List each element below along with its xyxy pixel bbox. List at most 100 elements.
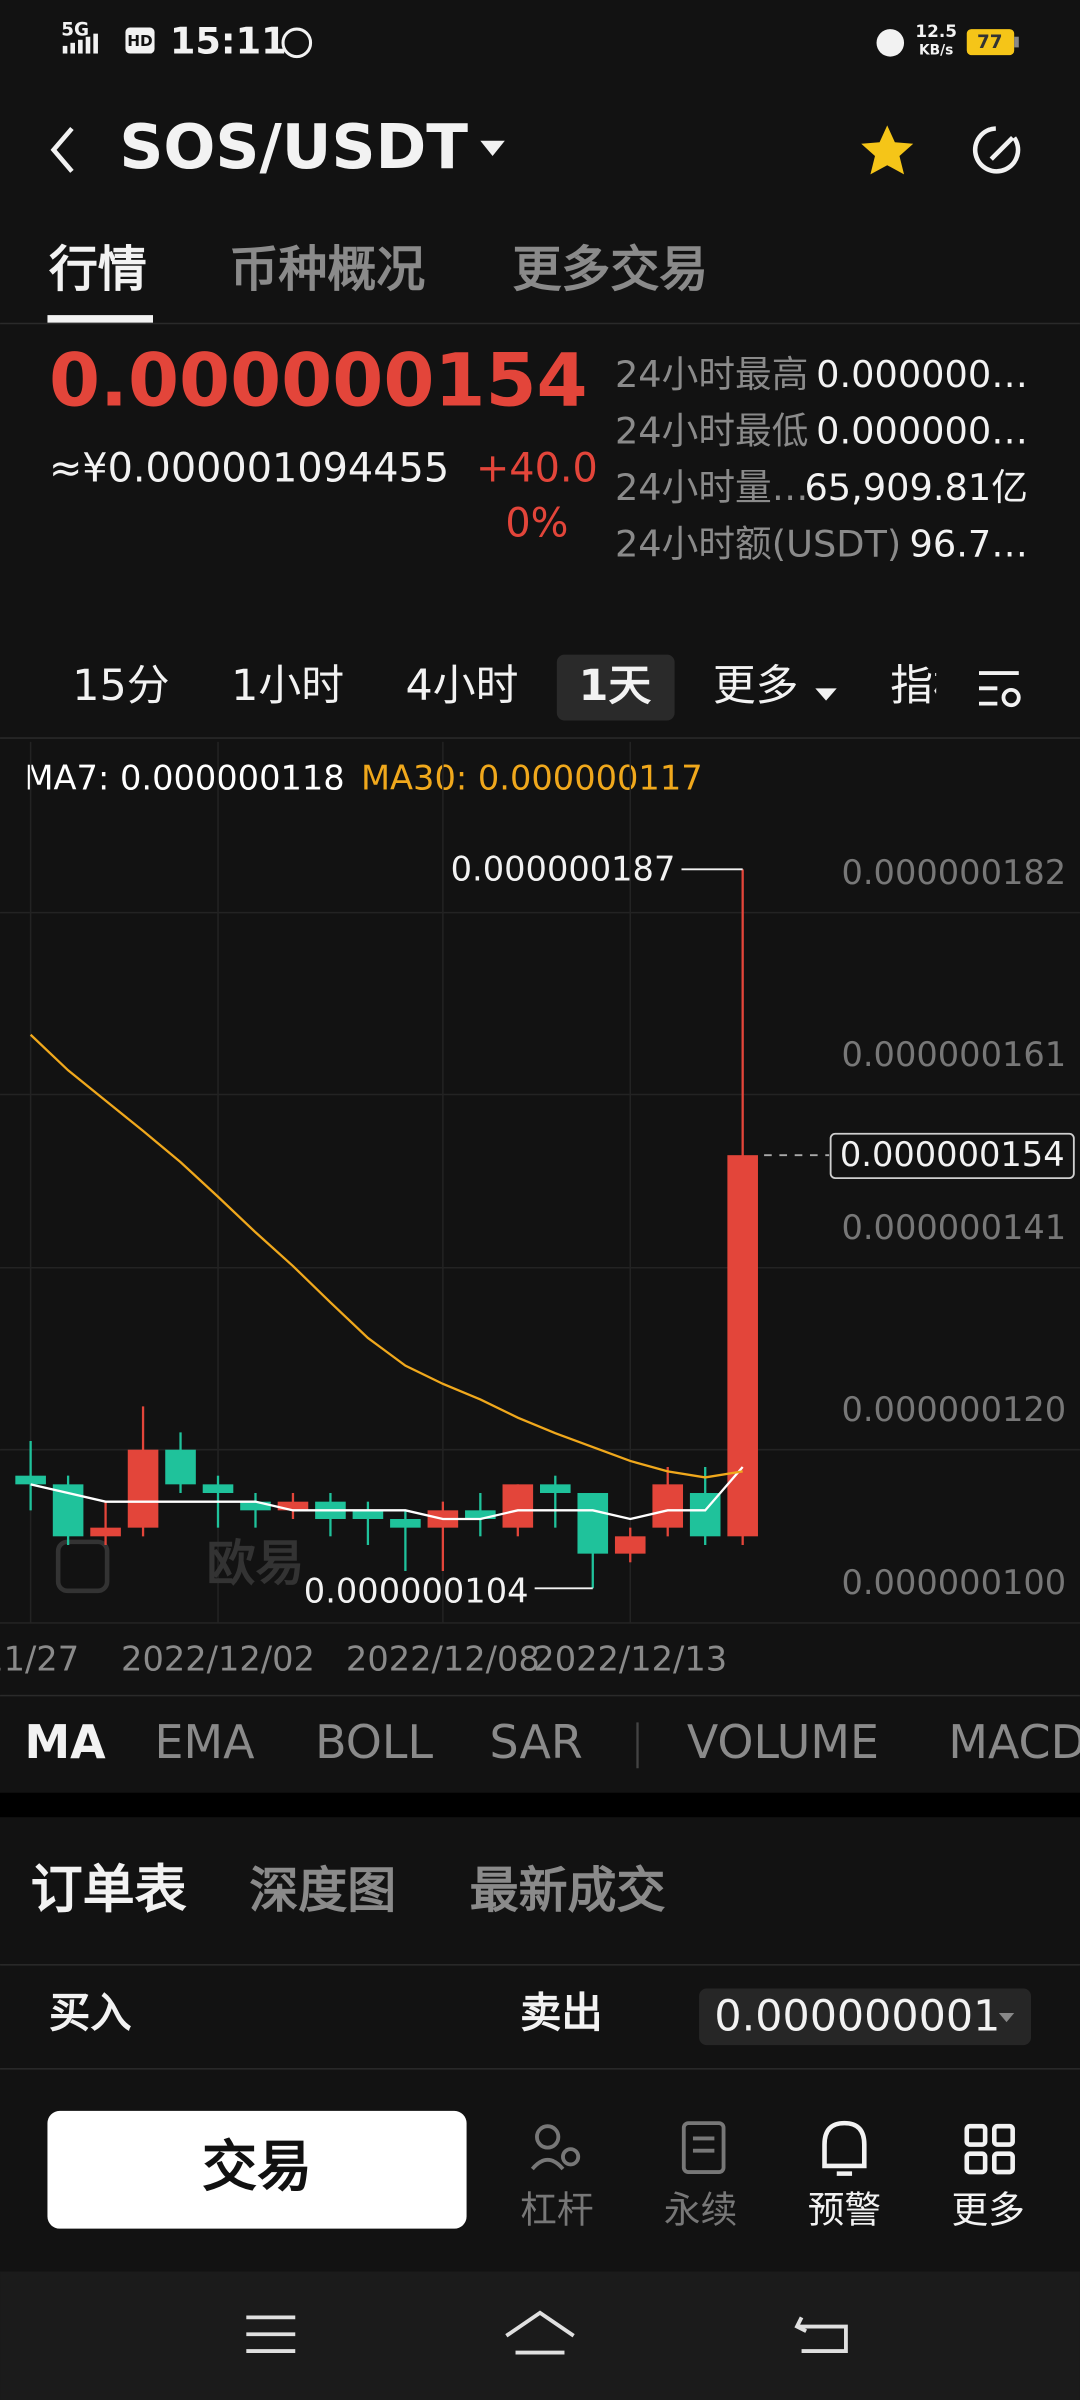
- speed: 12.5: [915, 21, 956, 41]
- trade-button[interactable]: [47, 2110, 467, 2229]
- nav-icons: [530, 2121, 726, 2174]
- share-icon[interactable]: [972, 126, 1021, 174]
- nav-item[interactable]: 更多: [951, 2188, 1024, 2231]
- separator: [636, 1722, 639, 1769]
- nav-icons-active: [822, 2120, 1015, 2176]
- clock: 15:11: [170, 19, 287, 62]
- indicator[interactable]: MACD: [948, 1715, 1080, 1769]
- indicator[interactable]: SAR: [490, 1715, 583, 1769]
- stat-value: 96.7…: [910, 523, 1028, 566]
- back-button[interactable]: [50, 126, 74, 173]
- signal-icon: [62, 33, 98, 54]
- tab-indicator: [47, 315, 154, 323]
- pair-dropdown[interactable]: [480, 140, 505, 157]
- precision-arrow: [998, 2013, 1015, 2023]
- candle-body: [127, 1449, 159, 1528]
- stat-value: 0.000000…: [816, 409, 1028, 452]
- pair-title[interactable]: SOS/USDT: [119, 112, 468, 183]
- last-price-label: 0.000000154: [840, 1135, 1065, 1174]
- stat-label: 24小时量…: [615, 466, 809, 509]
- battery-tip: [1014, 36, 1019, 48]
- tab[interactable]: 更多交易: [512, 241, 708, 298]
- book-tab[interactable]: 订单表: [31, 1861, 187, 1921]
- divider: [0, 1964, 1080, 1966]
- candle-body: [277, 1501, 309, 1511]
- battery: [966, 29, 1015, 56]
- nav-item[interactable]: 预警: [808, 2188, 881, 2231]
- candle-body: [502, 1484, 534, 1528]
- change: +40.0: [476, 446, 598, 492]
- stat-value: 65,909.81亿: [804, 466, 1027, 509]
- x-tick-label: 2022/12/02: [121, 1640, 315, 1679]
- data-icon: [281, 27, 313, 59]
- interval-selected: [556, 654, 675, 721]
- more-arrow: [815, 688, 837, 701]
- indicator[interactable]: MA: [25, 1715, 107, 1769]
- candle-body: [202, 1484, 234, 1494]
- network: 5G: [61, 20, 89, 41]
- stats: 24小时最高 0.000000…24小时最低 0.000000…24小时量…65,9…: [615, 353, 1028, 566]
- interval[interactable]: 1小时: [231, 661, 344, 711]
- share-arrow: [989, 136, 1015, 161]
- y-tick-label: 0.000000120: [841, 1390, 1066, 1429]
- battery-level: 77: [977, 32, 1003, 53]
- candle-body: [652, 1484, 684, 1528]
- watermark-logo: [55, 1539, 110, 1594]
- ma-line: [30, 1466, 744, 1521]
- interval[interactable]: 1天: [579, 661, 652, 711]
- precision-select[interactable]: [699, 1988, 1032, 2046]
- divider: [0, 2068, 1080, 2070]
- last-price: 0.000000154: [49, 338, 588, 423]
- favorite-star[interactable]: [861, 125, 914, 175]
- x-tick-label: 11/27: [0, 1640, 79, 1679]
- stat-label: 24小时额(USDT): [615, 523, 901, 566]
- status-bar: 5G HD 15:11 12.5 KB/s 77: [61, 19, 1019, 62]
- ma-line: [29, 1033, 743, 1479]
- divider: [0, 322, 1080, 325]
- low-label: 0.000000104: [304, 1571, 529, 1610]
- hd-badge: [125, 27, 155, 54]
- fade: [936, 654, 986, 722]
- stat-value: 0.000000…: [816, 353, 1028, 396]
- stat-label: 24小时最低: [615, 409, 809, 452]
- stat-label: 24小时最高: [615, 353, 809, 396]
- interval[interactable]: 4小时: [406, 661, 519, 711]
- last-price-box: [829, 1132, 1075, 1180]
- change: 0%: [505, 501, 568, 547]
- trade-label: 交易: [202, 2135, 312, 2199]
- candle-body: [15, 1475, 46, 1485]
- indicator[interactable]: EMA: [155, 1715, 255, 1769]
- cny-price: ≈¥0.000001094455: [49, 446, 449, 492]
- system-nav-icons[interactable]: [246, 2310, 848, 2355]
- tab[interactable]: 行情: [49, 241, 147, 298]
- interval[interactable]: 15分: [72, 661, 169, 711]
- y-tick-label: 0.000000161: [841, 1035, 1066, 1074]
- y-tick-label: 0.000000141: [841, 1208, 1066, 1247]
- ma-legend: MA7: 0.000000118: [25, 759, 345, 798]
- system-nav: [0, 2271, 1080, 2400]
- ma-legend: MA30: 0.000000117: [361, 759, 703, 798]
- indicator[interactable]: VOLUME: [687, 1715, 879, 1769]
- nav-item[interactable]: 永续: [664, 2188, 737, 2231]
- nav-item[interactable]: 杠杆: [520, 2188, 593, 2231]
- hd: HD: [127, 32, 152, 50]
- y-tick-label: 0.000000182: [841, 853, 1066, 892]
- watermark: 欧易: [207, 1535, 305, 1592]
- settings-icon[interactable]: [979, 671, 1021, 708]
- book-tab[interactable]: 最新成交: [470, 1862, 666, 1919]
- book-tab[interactable]: 深度图: [249, 1862, 396, 1919]
- candle-body: [577, 1493, 609, 1554]
- alarm-icon: [876, 29, 905, 57]
- candle-body: [390, 1518, 421, 1528]
- precision: 0.000000001: [714, 1992, 1000, 2042]
- buy-header: 买入: [49, 1989, 132, 2037]
- divider: [0, 737, 1080, 739]
- tab[interactable]: 币种概况: [229, 241, 425, 298]
- candle-body: [90, 1527, 121, 1537]
- candle-body: [352, 1510, 384, 1519]
- candle-body: [614, 1536, 646, 1554]
- interval[interactable]: 更多: [713, 661, 799, 711]
- indicator[interactable]: BOLL: [315, 1715, 433, 1769]
